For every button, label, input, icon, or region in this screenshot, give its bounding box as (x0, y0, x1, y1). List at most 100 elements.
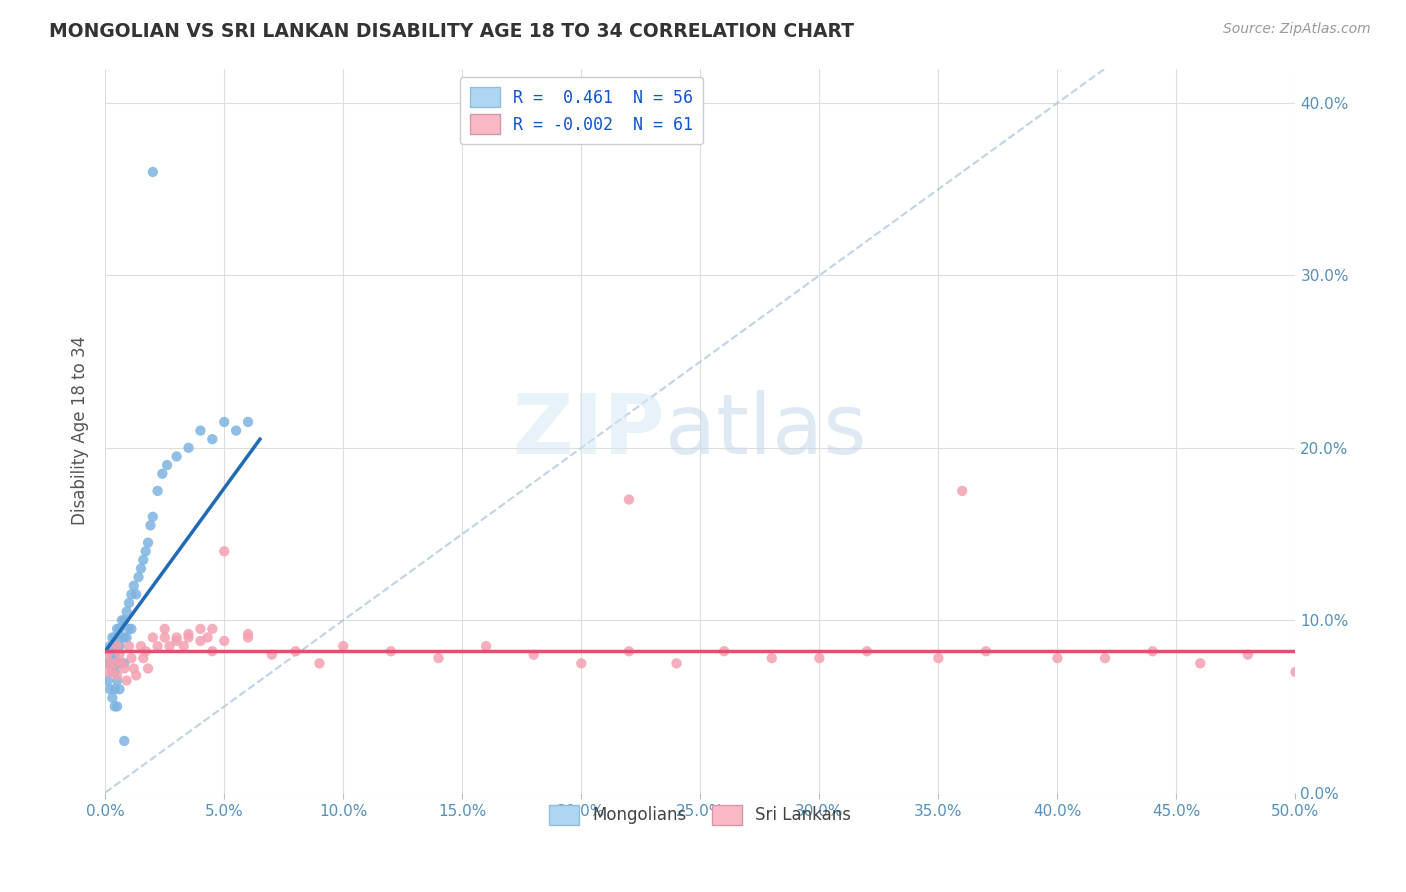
Point (1284, 665, 1306, 679)
Point (120, 622, 142, 636)
Point (104, 657, 127, 671)
Text: ZIP: ZIP (512, 390, 665, 471)
Point (713, 644, 735, 658)
Point (98, 682, 121, 697)
Point (135, 644, 157, 658)
Point (101, 665, 124, 679)
Point (761, 651, 783, 665)
Point (260, 648, 283, 662)
Point (98, 657, 121, 671)
Point (120, 587, 142, 601)
Point (104, 682, 127, 697)
Point (104, 699, 127, 714)
Point (197, 631, 219, 645)
Legend: Mongolians, Sri Lankans: Mongolians, Sri Lankans (540, 795, 862, 835)
Point (166, 450, 188, 464)
Point (101, 665, 124, 679)
Point (118, 596, 141, 610)
Point (212, 634, 235, 648)
Point (150, 467, 173, 481)
Point (212, 415, 235, 429)
Point (201, 644, 224, 658)
Point (112, 734, 135, 748)
Point (104, 648, 127, 662)
Point (617, 492, 640, 507)
Point (201, 432, 224, 446)
Point (1046, 651, 1069, 665)
Point (156, 458, 179, 472)
Point (111, 657, 134, 671)
Point (427, 651, 450, 665)
Point (97, 648, 120, 662)
Point (236, 631, 259, 645)
Point (111, 613, 134, 627)
Point (166, 634, 188, 648)
Point (112, 657, 135, 671)
Point (104, 631, 127, 645)
Point (128, 570, 150, 584)
Point (236, 627, 259, 641)
Point (105, 622, 128, 636)
Point (104, 665, 127, 679)
Point (139, 518, 162, 533)
Point (118, 639, 141, 653)
Point (1094, 651, 1116, 665)
Point (146, 483, 169, 498)
Point (1189, 657, 1212, 671)
Point (105, 668, 128, 682)
Point (132, 553, 155, 567)
Point (122, 579, 145, 593)
Point (115, 631, 138, 645)
Point (122, 661, 145, 675)
Point (974, 644, 997, 658)
Point (1142, 644, 1164, 658)
Point (136, 661, 159, 675)
Point (380, 644, 402, 658)
Point (115, 673, 138, 688)
Point (115, 605, 138, 619)
Point (523, 648, 546, 662)
Point (177, 631, 200, 645)
Point (108, 648, 131, 662)
Y-axis label: Disability Age 18 to 34: Disability Age 18 to 34 (72, 336, 89, 525)
Point (173, 639, 195, 653)
Point (927, 651, 949, 665)
Point (108, 622, 131, 636)
Point (617, 644, 640, 658)
Point (159, 639, 181, 653)
Point (105, 639, 128, 653)
Point (129, 561, 152, 575)
Point (146, 639, 169, 653)
Point (142, 165, 165, 179)
Point (101, 648, 124, 662)
Point (105, 639, 128, 653)
Point (475, 639, 498, 653)
Point (236, 415, 259, 429)
Point (284, 644, 307, 658)
Point (142, 509, 165, 524)
Point (153, 622, 176, 636)
Point (105, 699, 128, 714)
Point (129, 639, 152, 653)
Text: atlas: atlas (665, 390, 866, 471)
Point (111, 631, 134, 645)
Point (111, 657, 134, 671)
Point (112, 661, 135, 675)
Point (125, 587, 148, 601)
Point (665, 657, 688, 671)
Point (125, 668, 148, 682)
Point (856, 644, 879, 658)
Point (142, 631, 165, 645)
Point (105, 673, 128, 688)
Point (112, 631, 135, 645)
Point (105, 657, 128, 671)
Point (101, 631, 124, 645)
Point (332, 639, 354, 653)
Point (108, 639, 131, 653)
Point (177, 441, 200, 455)
Point (212, 544, 235, 558)
Point (950, 483, 973, 498)
Point (136, 535, 159, 549)
Point (177, 627, 200, 641)
Point (166, 631, 188, 645)
